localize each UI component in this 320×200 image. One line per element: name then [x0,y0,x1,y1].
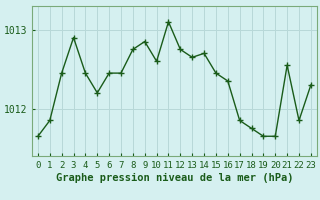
X-axis label: Graphe pression niveau de la mer (hPa): Graphe pression niveau de la mer (hPa) [56,173,293,183]
